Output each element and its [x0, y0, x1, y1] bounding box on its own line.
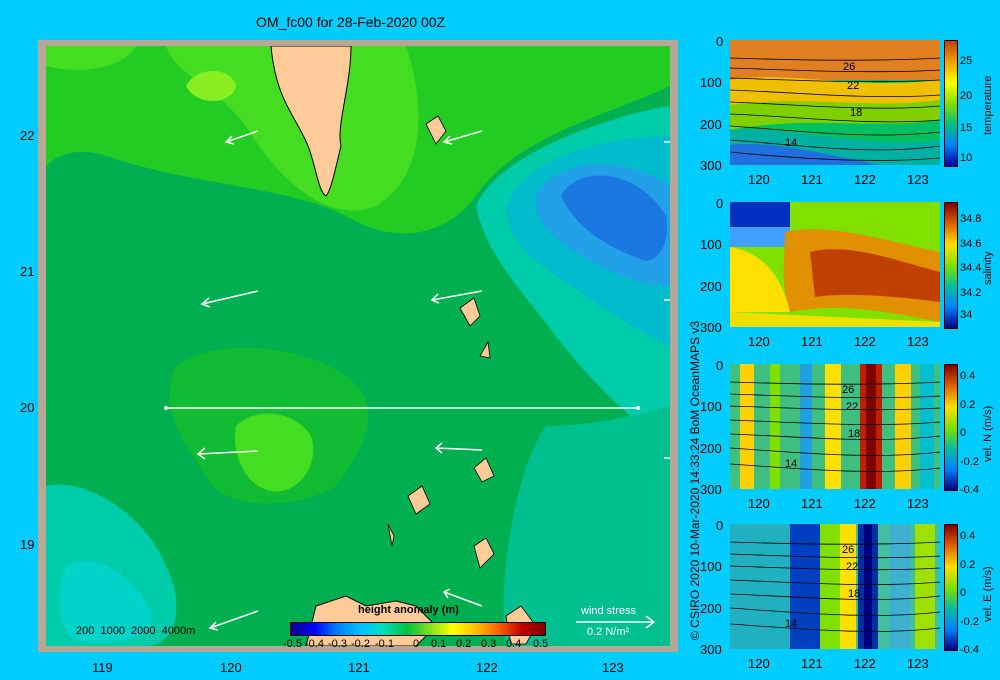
- velocity-north-colorbar: [944, 364, 958, 491]
- salinity-label: salinity: [982, 251, 994, 285]
- contour-18: 18: [850, 107, 863, 119]
- velocity-north-section: [729, 364, 941, 489]
- wind-stress-label: wind stress: [581, 605, 637, 617]
- contour-22: 22: [847, 80, 860, 92]
- lat-tick-22: 22: [20, 128, 35, 143]
- panel-temperature: 26 22 18 14: [729, 40, 941, 165]
- section-panels: 26 22 18 14 25 20 15 10 temperature 34.8…: [700, 34, 994, 671]
- contour-14: 14: [785, 137, 798, 149]
- lat-tick-21: 21: [20, 264, 35, 279]
- velocity-north-label: vel. N (m/s): [982, 405, 994, 462]
- height-anomaly-colorbar: [290, 622, 546, 636]
- temperature-colorbar: [944, 40, 958, 167]
- wind-stress-scale: 0.2 N/m²: [587, 626, 630, 638]
- map-frame: [38, 40, 678, 652]
- lon-tick-123: 123: [602, 660, 624, 675]
- panel-velocity-north: 26 22 18 14: [729, 364, 941, 489]
- colorbar-ticks: -0.5 -0.4 -0.3 -0.2 -0.1 0 0.1 0.2 0.3 0…: [283, 638, 549, 650]
- map-title: OM_fc00 for 28-Feb-2020 00Z: [256, 14, 446, 30]
- colorbar-title: height anomaly (m): [358, 604, 459, 616]
- panel-salinity: [730, 202, 940, 327]
- lon-tick-121: 121: [348, 660, 370, 675]
- lon-tick-122: 122: [476, 660, 498, 675]
- salinity-section: [730, 202, 940, 327]
- depth-legend: 200 1000 2000 4000m: [76, 625, 196, 637]
- salinity-colorbar: [944, 202, 958, 329]
- contour-26: 26: [843, 61, 856, 73]
- lat-tick-20: 20: [20, 400, 35, 415]
- lon-tick-120: 120: [220, 660, 242, 675]
- velocity-east-colorbar: [944, 524, 958, 651]
- lon-tick-119: 119: [92, 660, 113, 675]
- velocity-east-section: [729, 524, 941, 649]
- lat-tick-19: 19: [20, 537, 35, 552]
- panel-velocity-east: 26 22 18 14: [729, 524, 941, 649]
- temperature-section: [729, 40, 941, 165]
- height-anomaly-map: [46, 46, 670, 646]
- velocity-east-label: vel. E (m/s): [982, 566, 994, 622]
- temperature-label: temperature: [982, 75, 994, 135]
